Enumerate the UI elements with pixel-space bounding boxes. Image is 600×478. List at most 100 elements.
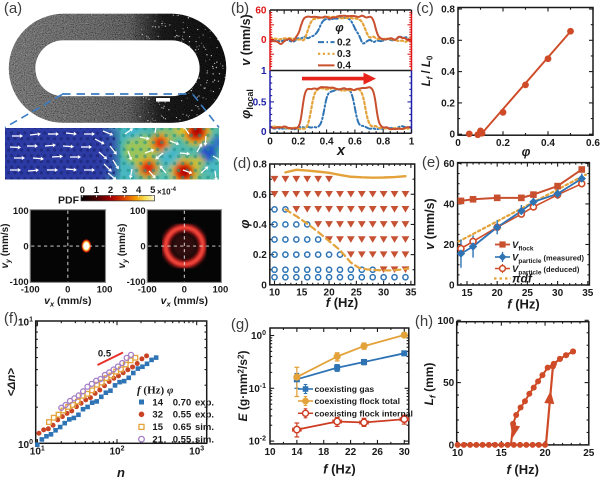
svg-text:(d): (d)	[233, 155, 251, 172]
svg-text:-100: -100	[21, 285, 40, 296]
svg-text:0.2: 0.2	[253, 250, 267, 261]
svg-text:v (mm/s): v (mm/s)	[239, 14, 253, 65]
svg-text:(e): (e)	[422, 154, 440, 171]
svg-text:20: 20	[492, 288, 504, 299]
svg-text:v (mm/s): v (mm/s)	[423, 198, 437, 249]
svg-text:vx (mm/s): vx (mm/s)	[44, 295, 91, 309]
svg-text:f (Hz): f (Hz)	[506, 462, 539, 477]
svg-text:sim.: sim.	[195, 435, 214, 446]
svg-text:0.4: 0.4	[337, 61, 351, 72]
svg-text:f (Hz) φ: f (Hz) φ	[137, 385, 174, 397]
svg-text:25: 25	[351, 287, 363, 298]
svg-text:32: 32	[152, 410, 163, 421]
svg-text:60: 60	[255, 6, 267, 17]
svg-text:Lf / L0: Lf / L0	[421, 55, 435, 86]
svg-text:15: 15	[296, 287, 308, 298]
svg-text:0.5: 0.5	[253, 97, 267, 108]
svg-text:1: 1	[261, 66, 267, 77]
svg-text:0: 0	[449, 440, 455, 451]
svg-text:0.55: 0.55	[173, 410, 192, 421]
svg-text:0.3: 0.3	[337, 49, 351, 60]
svg-text:0: 0	[23, 241, 28, 252]
svg-text:(c): (c)	[416, 0, 434, 17]
svg-text:4: 4	[136, 185, 142, 196]
svg-text:2: 2	[108, 185, 113, 196]
svg-text:vx (mm/s): vx (mm/s)	[161, 295, 208, 309]
svg-text:f (Hz): f (Hz)	[326, 295, 359, 310]
svg-text:100: 100	[130, 206, 146, 217]
svg-text:0.4: 0.4	[441, 67, 455, 78]
svg-text:0.2: 0.2	[441, 98, 455, 109]
svg-text:0: 0	[455, 138, 461, 149]
svg-text:φ: φ	[237, 219, 252, 228]
svg-text:0.6: 0.6	[586, 138, 600, 149]
svg-text:0: 0	[65, 285, 70, 296]
svg-text:14: 14	[152, 397, 163, 408]
svg-text:100: 100	[97, 285, 113, 296]
svg-text:Vparticle (deduced): Vparticle (deduced)	[512, 264, 580, 276]
svg-text:f (Hz): f (Hz)	[323, 462, 356, 477]
svg-text:coexisting gas: coexisting gas	[315, 384, 375, 394]
svg-text:×10-4: ×10-4	[157, 187, 177, 197]
svg-text:100: 100	[212, 285, 228, 296]
svg-text:20: 20	[540, 448, 552, 459]
svg-text:0.5: 0.5	[98, 349, 112, 360]
svg-text:0: 0	[140, 241, 145, 252]
svg-text:(b): (b)	[231, 0, 249, 17]
svg-text:Vparticle (measured): Vparticle (measured)	[512, 253, 584, 265]
svg-text:vy (mm/s): vy (mm/s)	[117, 223, 129, 268]
svg-text:100: 100	[13, 206, 29, 217]
svg-text:30: 30	[399, 447, 411, 458]
svg-text:22: 22	[345, 447, 357, 458]
svg-text:0.4: 0.4	[320, 137, 334, 148]
svg-text:0.8: 0.8	[253, 160, 267, 171]
svg-text:0: 0	[267, 137, 273, 148]
svg-text:(g): (g)	[231, 316, 249, 333]
svg-text:<Δn>: <Δn>	[6, 368, 18, 396]
svg-text:0.4: 0.4	[541, 138, 555, 149]
svg-text:10: 10	[452, 448, 464, 459]
svg-text:0: 0	[261, 280, 267, 291]
svg-text:35: 35	[582, 288, 594, 299]
svg-text:35: 35	[405, 287, 417, 298]
svg-text:0.2: 0.2	[496, 138, 510, 149]
svg-text:0.70: 0.70	[173, 397, 192, 408]
svg-text:PDF: PDF	[58, 194, 80, 206]
svg-text:30: 30	[378, 287, 390, 298]
svg-text:(f): (f)	[4, 310, 18, 327]
svg-text:60: 60	[443, 159, 455, 170]
svg-text:sim.: sim.	[195, 422, 214, 433]
svg-text:coexisting flock total: coexisting flock total	[315, 396, 400, 406]
svg-text:Lf (mm): Lf (mm)	[422, 363, 438, 406]
svg-text:100: 100	[438, 316, 455, 327]
svg-text:-100: -100	[138, 285, 157, 296]
svg-text:1: 1	[409, 137, 415, 148]
svg-text:26: 26	[372, 447, 384, 458]
svg-text:coexisting flock internal: coexisting flock internal	[315, 408, 413, 418]
svg-text:21: 21	[152, 435, 163, 446]
svg-text:exp.: exp.	[195, 397, 214, 408]
svg-text:x: x	[336, 143, 346, 159]
svg-text:φ: φ	[335, 21, 344, 35]
svg-text:5: 5	[150, 185, 156, 196]
svg-text:15: 15	[461, 288, 473, 299]
svg-text:n: n	[117, 465, 125, 478]
svg-text:3: 3	[122, 185, 127, 196]
svg-text:25: 25	[583, 448, 595, 459]
svg-text:φlocal: φlocal	[238, 89, 255, 119]
svg-text:Vflock: Vflock	[512, 240, 534, 252]
svg-text:0: 0	[449, 130, 455, 141]
svg-text:20: 20	[443, 240, 455, 251]
svg-text:(a): (a)	[4, 0, 22, 17]
svg-text:1: 1	[94, 185, 100, 196]
svg-text:φ: φ	[522, 145, 531, 159]
svg-text:0.6: 0.6	[348, 137, 362, 148]
svg-text:exp.: exp.	[195, 410, 214, 421]
svg-text:20: 20	[324, 287, 336, 298]
svg-text:25: 25	[522, 288, 534, 299]
svg-text:18: 18	[318, 447, 330, 458]
svg-text:πdf: πdf	[512, 272, 533, 286]
svg-text:0.8: 0.8	[441, 5, 455, 16]
svg-text:0.8: 0.8	[376, 137, 390, 148]
svg-text:10: 10	[264, 447, 276, 458]
